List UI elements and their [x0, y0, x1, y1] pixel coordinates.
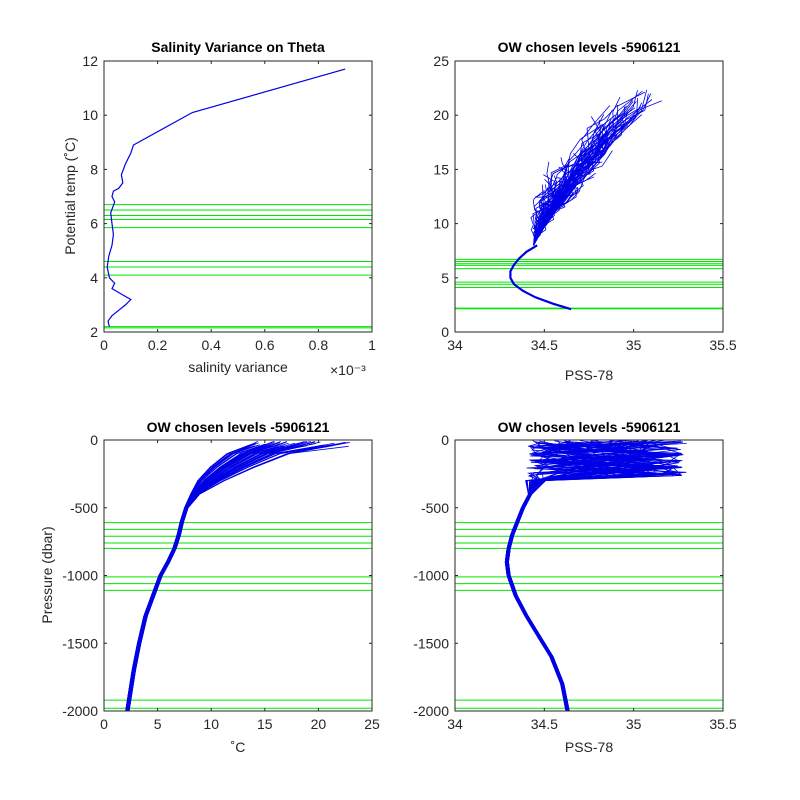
- y-tick-label: 12: [82, 53, 98, 69]
- x-tick-label: 25: [364, 716, 380, 732]
- x-tick-label: 34: [447, 337, 463, 353]
- x-tick-label: 34: [447, 716, 463, 732]
- y-tick-label: 4: [90, 270, 98, 286]
- profile-line: [533, 114, 605, 246]
- panel-theta-salinity: OW chosen levels -5906121 34 34.5 35 35.5 0…: [433, 39, 736, 383]
- y-tick-label: 25: [433, 53, 449, 69]
- panel-salinity-pressure: OW chosen levels -5906121 34 34.5 35 35.5 -…: [413, 419, 737, 755]
- x-tick-label: 35: [626, 337, 642, 353]
- y-tick-label: -500: [421, 500, 449, 516]
- x-tick-label: 0.6: [255, 337, 275, 353]
- profile-line: [533, 115, 638, 246]
- y-tick-label: -500: [70, 500, 98, 516]
- y-tick-label: 6: [90, 216, 98, 232]
- y-axis: -2000 -1500 -1000 -500 0: [413, 432, 723, 719]
- plot-data-layer: [455, 440, 723, 711]
- profile-bundle: [530, 89, 662, 246]
- y-axis: 2 4 6 8 10 12: [82, 53, 372, 340]
- profile-line: [504, 440, 681, 711]
- y-tick-label: -2000: [413, 703, 449, 719]
- y-axis: 0 5 10 15 20 25: [433, 53, 723, 340]
- x-tick-label: 0: [100, 337, 108, 353]
- y-tick-label: 8: [90, 161, 98, 177]
- plot-frame: [103, 60, 373, 333]
- profile-line: [533, 158, 570, 246]
- x-axis: 34 34.5 35 35.5: [447, 440, 737, 732]
- profile-line: [128, 444, 334, 711]
- x-tick-label: 10: [203, 716, 219, 732]
- x-axis: 0 0.2 0.4 0.6 0.8 1: [100, 61, 376, 353]
- profile-line: [505, 480, 569, 711]
- y-tick-label: 0: [441, 324, 449, 340]
- profile-line: [530, 189, 545, 246]
- x-tick-label: 20: [311, 716, 327, 732]
- x-tick-label: 1: [368, 337, 376, 353]
- profile-line: [125, 452, 244, 711]
- y-tick-label: 0: [441, 432, 449, 448]
- profile-line: [509, 244, 572, 311]
- x-axis: 34 34.5 35 35.5: [447, 61, 737, 353]
- x-tick-label: 34.5: [531, 337, 558, 353]
- y-axis: -2000 -1500 -1000 -500 0: [62, 432, 372, 719]
- panel-title: OW chosen levels -5906121: [498, 39, 681, 55]
- panel-title: OW chosen levels -5906121: [498, 419, 681, 435]
- y-axis-label: Potential temp (˚C): [62, 137, 78, 254]
- plot-frame: [454, 60, 724, 333]
- profile-line: [532, 184, 547, 246]
- x-tick-label: 15: [257, 716, 273, 732]
- panel-salinity-variance: Salinity Variance on Theta 0 0.2 0.4 0.6 0.8…: [62, 39, 376, 378]
- plot-data-layer: [104, 68, 372, 329]
- x-tick-label: 0.8: [309, 337, 329, 353]
- x-tick-label: 34.5: [531, 716, 558, 732]
- plot-data-layer: [104, 441, 372, 711]
- x-axis-label: PSS-78: [565, 367, 613, 383]
- y-axis-label: Pressure (dbar): [39, 526, 55, 623]
- plot-data-layer: [455, 89, 723, 311]
- y-tick-label: 10: [82, 107, 98, 123]
- y-tick-label: 0: [90, 432, 98, 448]
- x-tick-label: 0.4: [201, 337, 221, 353]
- x-tick-label: 0: [100, 716, 108, 732]
- panel-title: OW chosen levels -5906121: [147, 419, 330, 435]
- profile-line: [533, 90, 638, 246]
- y-tick-label: 15: [433, 161, 449, 177]
- x-axis-label: PSS-78: [565, 739, 613, 755]
- x-axis-label: salinity variance: [188, 359, 288, 375]
- y-tick-label: 10: [433, 216, 449, 232]
- x-tick-label: 35.5: [709, 337, 736, 353]
- y-tick-label: -1000: [62, 568, 98, 584]
- x-axis-exponent: ×10⁻³: [330, 362, 366, 378]
- x-axis: 0 5 10 15 20 25: [100, 440, 380, 732]
- x-tick-label: 35.5: [709, 716, 736, 732]
- y-tick-label: -1500: [413, 635, 449, 651]
- panel-title: Salinity Variance on Theta: [151, 39, 325, 55]
- y-tick-label: -2000: [62, 703, 98, 719]
- profile-line: [106, 68, 346, 327]
- y-tick-label: 20: [433, 107, 449, 123]
- panel-temperature-pressure: OW chosen levels -5906121 0 5 10 15 20 25 -20…: [39, 419, 380, 755]
- y-tick-label: 2: [90, 324, 98, 340]
- profile-line: [128, 442, 349, 711]
- x-tick-label: 35: [626, 716, 642, 732]
- x-tick-label: 0.2: [148, 337, 168, 353]
- y-tick-label: -1000: [413, 568, 449, 584]
- x-tick-label: 5: [154, 716, 162, 732]
- profile-line: [507, 442, 683, 711]
- x-axis-label: ˚C: [231, 739, 246, 755]
- y-tick-label: -1500: [62, 635, 98, 651]
- profile-line: [533, 184, 544, 246]
- y-tick-label: 5: [441, 270, 449, 286]
